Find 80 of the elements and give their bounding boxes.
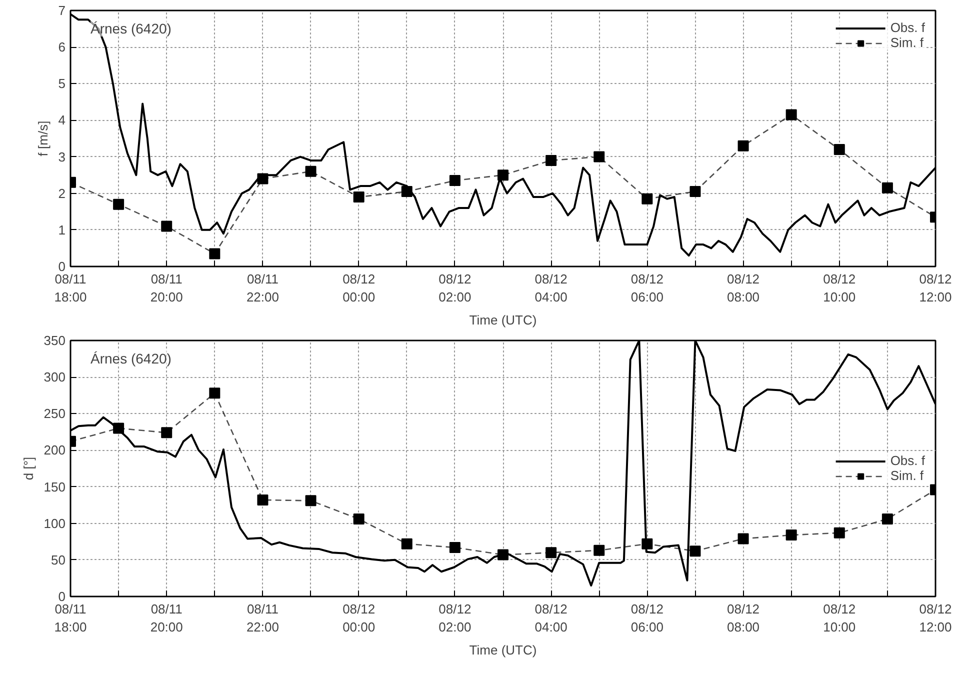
annotation: Árnes (6420) [90, 350, 172, 366]
y-tick-label: 0 [58, 259, 66, 274]
y-tick-label: 300 [44, 370, 66, 385]
point [161, 220, 172, 232]
point [401, 538, 412, 550]
point [882, 182, 893, 194]
point [449, 542, 460, 553]
legend-label: Obs. f [890, 453, 925, 468]
x-axis-title: Time (UTC) [469, 312, 537, 328]
x-tick-label: 08/11 22:00 [246, 602, 280, 634]
y-axis-title: f [m/s] [35, 120, 50, 156]
point [786, 109, 797, 120]
x-tick-label: 08/12 04:00 [534, 602, 568, 634]
y-tick-label: 2 [58, 186, 66, 201]
point [546, 547, 557, 558]
x-tick-label: 08/12 10:00 [823, 602, 856, 634]
x-axis-title: Time (UTC) [469, 642, 537, 658]
y-tick-label: 50 [51, 552, 66, 568]
legend-label: Obs. f [890, 20, 925, 35]
point [594, 151, 605, 162]
x-tick-label: 08/12 02:00 [438, 272, 472, 304]
point [498, 549, 508, 560]
x-tick-label: 08/11 18:00 [54, 272, 87, 304]
y-tick-label: 7 [58, 3, 66, 18]
y-tick-label: 350 [44, 333, 66, 348]
y-tick-label: 3 [58, 149, 66, 164]
point [738, 140, 749, 152]
point [113, 198, 124, 210]
point [257, 494, 268, 506]
y-tick-label: 6 [58, 40, 66, 55]
point [882, 513, 893, 524]
point [786, 530, 797, 541]
y-tick-label: 150 [44, 479, 66, 494]
point [161, 427, 172, 438]
point [305, 495, 316, 506]
point [353, 513, 364, 524]
point [209, 248, 220, 260]
point [401, 186, 412, 198]
point [546, 154, 557, 166]
point [257, 173, 268, 184]
x-tick-label: 08/12 06:00 [630, 272, 664, 304]
x-tick-label: 08/11 22:00 [246, 272, 280, 304]
point [305, 166, 316, 177]
y-tick-label: 4 [58, 112, 66, 128]
point [113, 422, 124, 434]
x-tick-label: 08/12 02:00 [438, 602, 472, 634]
point [449, 175, 460, 186]
x-tick-label: 08/12 06:00 [630, 602, 664, 634]
y-axis-title: d [°] [20, 456, 36, 480]
point [353, 192, 364, 203]
annotation: Árnes (6420) [90, 20, 172, 36]
y-tick-label: 5 [58, 76, 66, 92]
y-tick-label: 0 [58, 589, 66, 604]
legend-label: Sim. f [890, 468, 924, 483]
point [834, 527, 845, 538]
y-tick-label: 100 [44, 516, 66, 531]
legend-label: Sim. f [890, 35, 924, 50]
point [209, 388, 220, 399]
point [498, 170, 508, 181]
y-tick-label: 200 [44, 442, 66, 458]
point [834, 144, 845, 155]
x-tick-label: 08/12 12:00 [919, 272, 952, 304]
x-tick-label: 08/12 12:00 [919, 602, 952, 634]
y-tick-label: 250 [44, 406, 66, 422]
x-tick-label: 08/12 00:00 [342, 602, 376, 634]
point [642, 538, 653, 550]
x-tick-label: 08/11 20:00 [150, 602, 183, 634]
x-tick-label: 08/12 08:00 [727, 602, 760, 634]
point [738, 533, 749, 544]
point [690, 186, 701, 198]
x-tick-label: 08/12 08:00 [727, 272, 760, 304]
x-tick-label: 08/12 04:00 [534, 272, 568, 304]
y-tick-label: 1 [58, 222, 66, 238]
point [690, 546, 701, 557]
x-tick-label: 08/12 10:00 [823, 272, 856, 304]
point [642, 193, 653, 204]
x-tick-label: 08/12 00:00 [342, 272, 376, 304]
point [594, 544, 605, 556]
x-tick-label: 08/11 18:00 [54, 602, 87, 634]
x-tick-label: 08/11 20:00 [150, 272, 183, 304]
